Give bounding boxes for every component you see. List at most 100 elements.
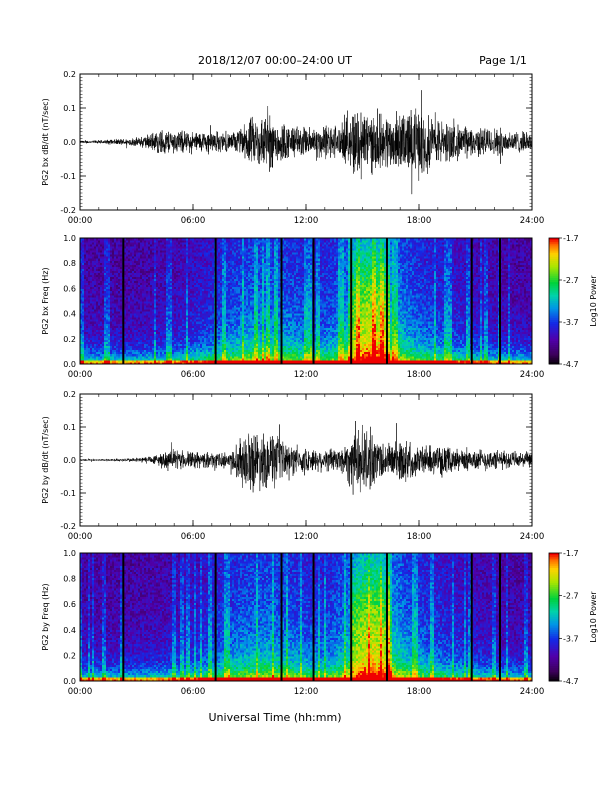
- heatmap-cell: [108, 270, 111, 273]
- heatmap-cell: [128, 345, 131, 349]
- heatmap-cell: [186, 278, 189, 282]
- heatmap-cell: [108, 284, 111, 288]
- heatmap-cell: [174, 319, 177, 322]
- heatmap-cell: [152, 290, 155, 294]
- heatmap-cell: [164, 286, 167, 290]
- heatmap-cell: [164, 325, 167, 328]
- heatmap-cell: [144, 262, 147, 265]
- heatmap-cell: [150, 238, 153, 241]
- heatmap-cell: [102, 292, 105, 296]
- heatmap-cell: [144, 355, 147, 359]
- heatmap-cell: [118, 307, 121, 310]
- heatmap-cell: [80, 315, 83, 318]
- heatmap-cell: [142, 296, 145, 300]
- heatmap-cell: [182, 264, 185, 267]
- heatmap-cell: [168, 317, 171, 320]
- heatmap-cell: [88, 305, 91, 308]
- heatmap-cell: [148, 270, 151, 273]
- heatmap-cell: [184, 278, 187, 282]
- heatmap-cell: [176, 311, 179, 314]
- heatmap-cell: [172, 359, 175, 363]
- heatmap-cell: [124, 303, 127, 306]
- heatmap-cell: [178, 323, 181, 326]
- heatmap-cell: [106, 262, 109, 265]
- heatmap-cell: [116, 290, 119, 294]
- heatmap-cell: [108, 347, 111, 351]
- heatmap-cell: [134, 359, 137, 363]
- heatmap-cell: [178, 325, 181, 328]
- heatmap-cell: [80, 288, 83, 292]
- heatmap-cell: [142, 335, 145, 338]
- heatmap-cell: [126, 254, 129, 257]
- heatmap-cell: [86, 284, 89, 288]
- heatmap-cell: [154, 359, 157, 363]
- heatmap-cell: [154, 315, 157, 318]
- heatmap-cell: [158, 353, 161, 357]
- heatmap-cell: [172, 290, 175, 294]
- heatmap-cell: [104, 309, 107, 312]
- heatmap-cell: [168, 286, 171, 290]
- heatmap-cell: [84, 315, 87, 318]
- heatmap-cell: [150, 317, 153, 320]
- heatmap-cell: [134, 341, 137, 345]
- heatmap-cell: [180, 333, 183, 336]
- heatmap-cell: [94, 351, 97, 355]
- heatmap-cell: [138, 351, 141, 355]
- heatmap-cell: [92, 248, 95, 251]
- heatmap-cell: [82, 280, 85, 284]
- heatmap-cell: [158, 252, 161, 255]
- heatmap-cell: [118, 359, 121, 363]
- heatmap-cell: [164, 341, 167, 345]
- heatmap-cell: [140, 327, 143, 330]
- heatmap-cell: [102, 270, 105, 273]
- heatmap-cell: [98, 339, 101, 343]
- heatmap-cell: [96, 325, 99, 328]
- heatmap-cell: [112, 347, 115, 351]
- heatmap-cell: [112, 298, 115, 302]
- heatmap-cell: [134, 274, 137, 278]
- heatmap-cell: [160, 254, 163, 257]
- heatmap-cell: [110, 280, 113, 284]
- heatmap-cell: [90, 286, 93, 290]
- heatmap-cell: [138, 327, 141, 330]
- plot-frame: [79, 73, 533, 211]
- heatmap-cell: [98, 319, 101, 322]
- heatmap-cell: [104, 252, 107, 255]
- heatmap-cell: [186, 286, 189, 290]
- heatmap-cell: [132, 266, 135, 269]
- heatmap-cell: [110, 246, 113, 249]
- heatmap-cell: [116, 238, 119, 241]
- heatmap-cell: [120, 355, 123, 359]
- heatmap-cell: [182, 317, 185, 320]
- heatmap-cell: [130, 296, 133, 300]
- heatmap-cell: [154, 252, 157, 255]
- heatmap-cell: [136, 313, 139, 316]
- heatmap-cell: [142, 280, 145, 284]
- heatmap-cell: [98, 343, 101, 347]
- heatmap-cell: [136, 333, 139, 336]
- heatmap-cell: [128, 361, 131, 365]
- heatmap-cell: [106, 290, 109, 294]
- heatmap-cell: [176, 264, 179, 267]
- heatmap-cell: [178, 282, 181, 286]
- heatmap-cell: [98, 307, 101, 310]
- heatmap-cell: [96, 272, 99, 275]
- heatmap-cell: [142, 284, 145, 288]
- heatmap-cell: [172, 268, 175, 271]
- heatmap-cell: [128, 296, 131, 300]
- heatmap-cell: [96, 339, 99, 343]
- heatmap-cell: [134, 244, 137, 247]
- heatmap-cell: [152, 250, 155, 253]
- heatmap-cell: [120, 262, 123, 265]
- heatmap-cell: [138, 272, 141, 275]
- heatmap-cell: [126, 319, 129, 322]
- heatmap-cell: [178, 355, 181, 359]
- heatmap-cell: [148, 260, 151, 263]
- heatmap-cell: [108, 327, 111, 330]
- heatmap-cell: [150, 242, 153, 245]
- heatmap-cell: [106, 341, 109, 345]
- heatmap-cell: [152, 319, 155, 322]
- heatmap-cell: [80, 246, 83, 249]
- heatmap-cell: [156, 250, 159, 253]
- heatmap-cell: [140, 258, 143, 261]
